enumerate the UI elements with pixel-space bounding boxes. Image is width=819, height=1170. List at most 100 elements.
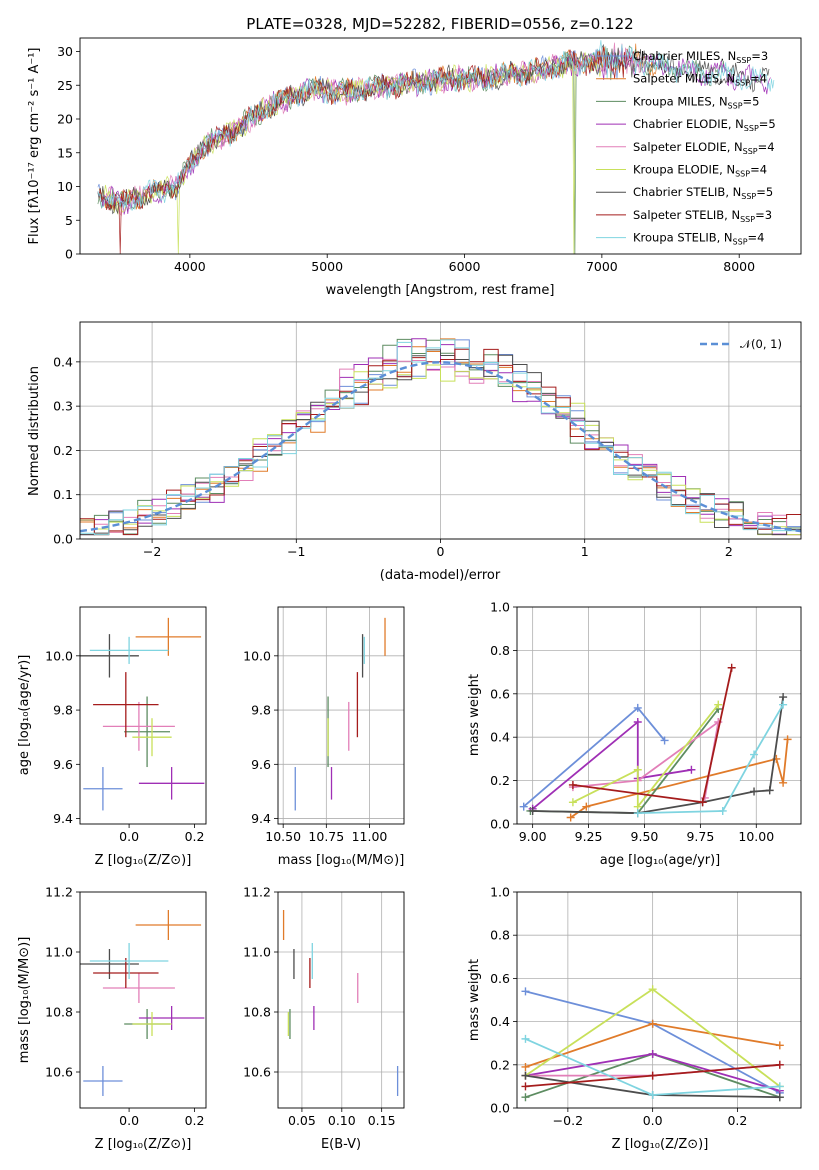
weight-vs-z-xlabel: Z [log₁₀(Z/Z⊙)] — [612, 1137, 709, 1152]
mass-vs-ebv-xlabel: E(B-V) — [321, 1137, 361, 1152]
y-tick-label: 10.6 — [45, 1065, 73, 1080]
legend-label-chabrier-miles: Chabrier MILES, NSSP=3 — [633, 49, 768, 65]
mass-vs-z-frame — [79, 891, 207, 1109]
weight-marker-kroupa-elodie — [633, 765, 642, 774]
weight-marker-chabrier-stelib — [779, 693, 788, 702]
x-tick-label: −1 — [287, 544, 305, 559]
x-tick-label: 0.05 — [288, 1113, 316, 1128]
spectrum-legend: Chabrier MILES, NSSP=3 Salpeter MILES, NS… — [596, 49, 776, 247]
weight-marker-salpeter-stelib — [521, 1082, 530, 1091]
weight-marker-chabrier-elodie — [633, 718, 642, 727]
weight-marker-salpeter-stelib — [648, 1071, 657, 1080]
y-tick-label: 0.2 — [53, 443, 73, 458]
legend-label-kroupa-stelib: Kroupa STELIB, NSSP=4 — [633, 231, 764, 247]
spectrum-axes: 4000 5000 6000 7000 8000 0 5 10 15 20 25 30 — [57, 44, 755, 274]
y-tick-label: 9.6 — [53, 757, 73, 772]
x-tick-label: 0.0 — [643, 1113, 663, 1128]
y-tick-label: 0.2 — [490, 1057, 510, 1072]
weight-marker-kroupa-stelib — [775, 1082, 784, 1091]
weight-marker-chabrier-elodie — [648, 1050, 657, 1058]
x-tick-label: 9.00 — [519, 829, 547, 844]
legend-subscript: SSP — [743, 147, 758, 156]
weight-line-kroupa-elodie — [572, 704, 720, 810]
weight-vs-z-frame — [516, 891, 802, 1109]
x-tick-label: 2 — [725, 544, 733, 559]
y-tick-label: 11.2 — [45, 885, 73, 900]
age-vs-mass-axes: 10.50 10.75 11.00 9.4 9.6 9.8 10.0 — [243, 607, 404, 844]
age-vs-mass-plot-area — [294, 617, 386, 811]
spectrum-line-salpeter-stelib — [98, 47, 637, 255]
weight-marker-salpeter-stelib — [775, 1060, 784, 1069]
y-tick-label: 0.8 — [490, 928, 510, 943]
age-vs-mass-xlabel: mass [log₁₀(M/M⊙)] — [278, 853, 405, 868]
y-tick-label: 10 — [57, 179, 73, 194]
mass-vs-z-axes: 0.0 0.2 10.6 10.8 11.0 11.2 — [45, 885, 204, 1129]
weight-marker-chabrier-elodie — [687, 765, 696, 774]
x-tick-label: 9.50 — [631, 829, 659, 844]
y-tick-label: 0.3 — [53, 399, 73, 414]
legend-tail: =3 — [751, 49, 768, 63]
legend-tail: =4 — [750, 163, 767, 177]
weight-vs-age-axes: 9.00 9.25 9.50 9.75 10.00 0.0 0.2 0.4 0.6 0.8 1.0 — [490, 600, 801, 844]
weight-marker-kroupa-stelib — [718, 806, 727, 815]
y-tick-label: 11.2 — [243, 885, 271, 900]
weight-marker-kroupa-stelib — [750, 750, 759, 759]
x-tick-label: 10.75 — [308, 829, 344, 844]
spectrum-line-kroupa-elodie — [98, 50, 602, 255]
x-tick-label: 9.25 — [575, 829, 603, 844]
residuals-xlabel: (data-model)/error — [380, 568, 501, 583]
weight-vs-age-plot-area — [519, 663, 792, 822]
legend-label-chabrier-stelib: Chabrier STELIB, NSSP=5 — [633, 185, 773, 201]
legend-subscript: SSP — [735, 79, 750, 88]
mass-vs-z-plot-area — [80, 910, 205, 1096]
y-tick-label: 0.8 — [490, 643, 510, 658]
age-vs-z-plot-area — [80, 617, 205, 811]
x-tick-label: 6000 — [449, 259, 481, 274]
weight-vs-age-frame — [516, 606, 802, 825]
y-tick-label: 25 — [57, 78, 73, 93]
legend-subscript: SSP — [728, 101, 743, 110]
legend-label-kroupa-elodie: Kroupa ELODIE, NSSP=4 — [633, 163, 767, 179]
x-tick-label: 1 — [581, 544, 589, 559]
y-tick-label: 0.0 — [490, 1101, 510, 1116]
x-tick-label: −0.2 — [553, 1113, 583, 1128]
mass-vs-ebv-plot-area — [282, 910, 399, 1096]
legend-tail: =5 — [756, 185, 773, 199]
x-tick-label: 0.2 — [727, 1113, 747, 1128]
legend-label-salpeter-miles: Salpeter MILES, NSSP=4 — [633, 72, 767, 88]
weight-marker-chabrier-stelib — [750, 787, 759, 796]
y-tick-label: 0.2 — [490, 773, 510, 788]
legend-subscript: SSP — [735, 170, 750, 179]
x-tick-label: 0.2 — [185, 1113, 205, 1128]
weight-marker-chabrier-miles — [633, 703, 642, 712]
y-tick-label: 9.8 — [251, 703, 271, 718]
age-vs-z-xlabel: Z [log₁₀(Z/Z⊙)] — [95, 853, 192, 868]
y-tick-label: 0.6 — [490, 686, 510, 701]
y-tick-label: 10.6 — [243, 1065, 271, 1080]
weight-marker-salpeter-miles — [775, 1041, 784, 1050]
weight-marker-kroupa-stelib — [779, 700, 788, 709]
residuals-frame — [79, 321, 802, 540]
x-tick-label: 0 — [437, 544, 445, 559]
histogram-chabrier-stelib — [80, 349, 801, 536]
y-tick-label: 20 — [57, 112, 73, 127]
y-tick-label: 9.4 — [53, 811, 73, 826]
mass-vs-z-ylabel: mass [log₁₀(M/M⊙)] — [17, 937, 32, 1064]
y-tick-label: 11.0 — [45, 945, 73, 960]
weight-marker-salpeter-miles — [521, 1062, 530, 1071]
spectrum-xlabel: wavelength [Angstrom, rest frame] — [326, 283, 555, 298]
weight-marker-chabrier-miles — [521, 987, 530, 996]
weight-marker-salpeter-stelib — [727, 663, 736, 672]
y-tick-label: 9.8 — [53, 703, 73, 718]
x-tick-label: 4000 — [174, 259, 206, 274]
x-tick-label: −2 — [143, 544, 161, 559]
mass-vs-ebv-axes: 0.05 0.10 0.15 10.6 10.8 11.0 11.2 — [243, 885, 404, 1128]
legend-label-chabrier-elodie: Chabrier ELODIE, NSSP=5 — [633, 117, 776, 133]
y-tick-label: 10.0 — [45, 648, 73, 663]
y-tick-label: 1.0 — [490, 600, 510, 615]
mass-vs-z-xlabel: Z [log₁₀(Z/Z⊙)] — [95, 1137, 192, 1152]
legend-tail: =4 — [748, 231, 765, 245]
weight-marker-chabrier-miles — [660, 736, 669, 745]
x-tick-label: 5000 — [311, 259, 343, 274]
x-tick-label: 8000 — [723, 259, 755, 274]
